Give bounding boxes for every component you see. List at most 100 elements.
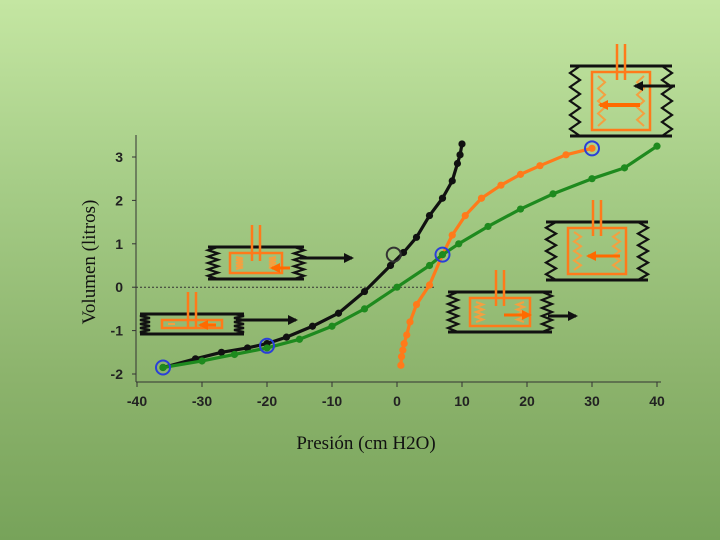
x-tick-label: 10 bbox=[454, 393, 470, 409]
piston-diagram-lower bbox=[139, 292, 298, 336]
lung-outline bbox=[228, 251, 284, 275]
data-point bbox=[477, 194, 486, 202]
data-point bbox=[308, 322, 317, 330]
data-point bbox=[425, 281, 434, 289]
data-point bbox=[393, 283, 401, 291]
data-point bbox=[360, 305, 369, 313]
data-point bbox=[159, 363, 167, 372]
lung-left-edge bbox=[473, 301, 486, 323]
y-tick-label: 1 bbox=[115, 236, 123, 252]
y-axis-ticks: -2 -1 0 1 2 3 bbox=[111, 149, 136, 382]
data-point bbox=[230, 350, 239, 359]
piston-diagram-mid bbox=[204, 225, 354, 281]
series-0 bbox=[159, 140, 466, 372]
arrow-head bbox=[344, 253, 354, 263]
arrow-head bbox=[198, 320, 208, 330]
highlight-ring bbox=[259, 337, 275, 354]
right-bellows-wall bbox=[660, 65, 674, 137]
arrow-head bbox=[288, 315, 298, 325]
left-bellows-wall bbox=[445, 290, 461, 334]
data-point bbox=[455, 240, 463, 248]
data-point bbox=[397, 361, 405, 369]
arrow-head bbox=[522, 310, 532, 320]
x-tick-label: -40 bbox=[127, 393, 147, 409]
data-point bbox=[399, 346, 407, 354]
data-point bbox=[653, 142, 661, 150]
data-point bbox=[516, 205, 525, 213]
lung-left-edge bbox=[235, 256, 244, 270]
x-tick-label: 20 bbox=[519, 393, 535, 409]
data-point bbox=[386, 261, 395, 270]
highlight-markers bbox=[155, 140, 600, 376]
data-point bbox=[360, 287, 369, 296]
data-point bbox=[588, 144, 596, 152]
piston-diagrams bbox=[139, 44, 675, 336]
arrow-head bbox=[598, 100, 608, 110]
y-tick-label: 3 bbox=[115, 149, 123, 165]
data-point bbox=[328, 322, 336, 330]
arrow-head bbox=[633, 81, 643, 91]
data-point bbox=[448, 231, 456, 239]
data-point bbox=[412, 300, 421, 309]
y-tick-label: 0 bbox=[115, 279, 123, 295]
data-point bbox=[438, 194, 447, 202]
left-bellows-wall bbox=[204, 245, 222, 281]
piston-diagram-right bbox=[543, 200, 651, 282]
highlight-ring bbox=[584, 140, 600, 157]
data-point bbox=[198, 357, 206, 365]
piston-diagram-center bbox=[445, 270, 578, 334]
data-point bbox=[497, 181, 505, 189]
arrow-head bbox=[270, 263, 280, 273]
data-point bbox=[536, 162, 544, 170]
left-bellows-wall bbox=[568, 65, 582, 137]
data-point bbox=[400, 340, 408, 348]
left-bellows-wall bbox=[543, 221, 559, 281]
x-tick-label: 0 bbox=[393, 393, 401, 409]
data-point bbox=[620, 164, 629, 172]
data-point bbox=[562, 151, 570, 159]
piston-diagram-top-right bbox=[568, 44, 675, 138]
data-point bbox=[295, 335, 304, 343]
right-bellows-wall bbox=[233, 312, 245, 336]
data-point bbox=[448, 177, 456, 185]
data-point bbox=[425, 211, 434, 220]
data-point bbox=[243, 344, 252, 352]
data-point bbox=[588, 175, 596, 183]
lung-outline bbox=[566, 226, 628, 276]
data-point bbox=[425, 261, 434, 270]
highlight-ring bbox=[434, 246, 451, 263]
lung-right-edge bbox=[611, 231, 622, 271]
lung-outline bbox=[160, 318, 224, 330]
highlight-ring bbox=[155, 359, 171, 376]
y-axis-label: Volumen (litros) bbox=[79, 200, 100, 325]
data-point bbox=[549, 190, 557, 198]
series-1 bbox=[397, 144, 596, 369]
x-tick-label: 40 bbox=[649, 393, 665, 409]
data-point bbox=[458, 140, 466, 148]
data-point bbox=[484, 222, 492, 231]
data-point bbox=[217, 348, 226, 356]
data-point bbox=[412, 233, 421, 241]
highlight-ring bbox=[385, 246, 402, 263]
data-point bbox=[263, 344, 271, 352]
data-point bbox=[461, 211, 469, 220]
right-bellows-wall bbox=[539, 290, 555, 334]
lung-left-edge bbox=[596, 75, 607, 127]
data-point bbox=[282, 333, 291, 341]
data-point bbox=[438, 251, 447, 259]
x-tick-label: -20 bbox=[257, 393, 277, 409]
right-bellows-wall bbox=[635, 221, 651, 281]
arrow-head bbox=[586, 251, 596, 261]
lung-outline bbox=[468, 296, 532, 328]
y-tick-label: 2 bbox=[115, 192, 123, 208]
x-tick-label: 30 bbox=[584, 393, 600, 409]
x-axis-ticks: -40 -30 -20 -10 0 10 20 30 40 bbox=[127, 382, 665, 409]
left-bellows-wall bbox=[139, 312, 151, 336]
series-group bbox=[159, 140, 661, 372]
data-point bbox=[406, 318, 414, 326]
y-tick-label: -1 bbox=[111, 323, 124, 339]
right-bellows-wall bbox=[290, 245, 308, 281]
data-point bbox=[403, 331, 411, 339]
lung-right-edge bbox=[268, 256, 277, 270]
